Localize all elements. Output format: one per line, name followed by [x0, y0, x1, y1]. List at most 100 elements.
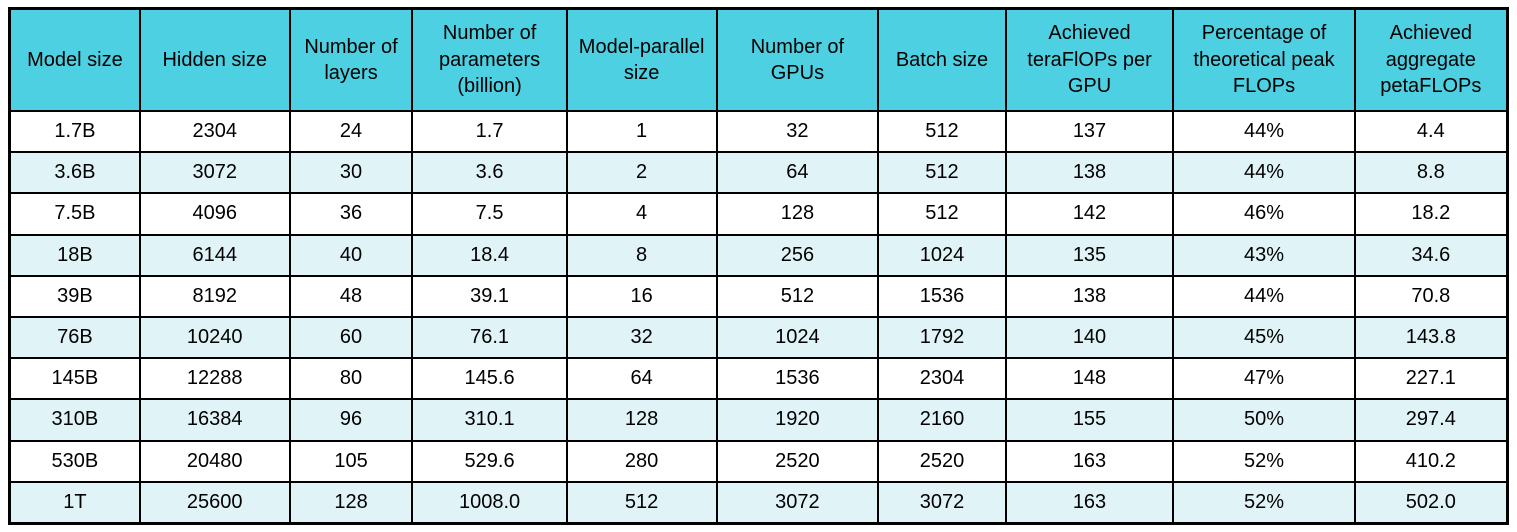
table-cell: 128 — [565, 398, 718, 442]
table-cell: 8192 — [138, 274, 291, 318]
table-cell: 6144 — [138, 233, 291, 277]
table-cell: 163 — [1004, 480, 1175, 525]
column-header-model-parallel-size: Model-parallel size — [565, 7, 718, 112]
table-row-530b: 530B 20480 105 529.6 280 2520 2520 163 5… — [8, 439, 1509, 483]
table-cell: 45% — [1172, 315, 1356, 360]
table-cell: 64 — [565, 357, 718, 401]
model-scaling-table: Model size Hidden size Number of layers … — [8, 7, 1509, 525]
table-cell: 227.1 — [1353, 357, 1509, 401]
table-cell: 8 — [565, 233, 718, 277]
column-header-batch-size: Batch size — [877, 7, 1007, 112]
column-header-number-of-parameters: Number of parameters (billion) — [411, 7, 568, 112]
table-cell: 3.6B — [8, 151, 141, 195]
table-cell: 2304 — [877, 357, 1007, 401]
table-cell: 1.7 — [411, 109, 568, 154]
table-cell: 128 — [288, 480, 414, 525]
table-cell: 3.6 — [411, 151, 568, 195]
table-cell: 2304 — [138, 109, 291, 154]
table-cell: 2520 — [715, 439, 880, 483]
table-cell: 143.8 — [1353, 315, 1509, 360]
table-cell: 1920 — [715, 398, 880, 442]
table-cell: 44% — [1172, 109, 1356, 154]
table-cell: 47% — [1172, 357, 1356, 401]
table-cell: 1008.0 — [411, 480, 568, 525]
table-cell: 502.0 — [1353, 480, 1509, 525]
table-cell: 18.4 — [411, 233, 568, 277]
table-cell: 530B — [8, 439, 141, 483]
table-cell: 52% — [1172, 480, 1356, 525]
table-cell: 1T — [8, 480, 141, 525]
table-cell: 18B — [8, 233, 141, 277]
column-header-number-of-gpus: Number of GPUs — [715, 7, 880, 112]
table-cell: 137 — [1004, 109, 1175, 154]
table-cell: 4 — [565, 192, 718, 236]
table-cell: 148 — [1004, 357, 1175, 401]
table-row-39b: 39B 8192 48 39.1 16 512 1536 138 44% 70.… — [8, 274, 1509, 318]
table-cell: 142 — [1004, 192, 1175, 236]
table-row-310b: 310B 16384 96 310.1 128 1920 2160 155 50… — [8, 398, 1509, 442]
table-cell: 163 — [1004, 439, 1175, 483]
table-cell: 4096 — [138, 192, 291, 236]
table-cell: 512 — [877, 151, 1007, 195]
table-cell: 105 — [288, 439, 414, 483]
table-cell: 44% — [1172, 151, 1356, 195]
table-cell: 1024 — [877, 233, 1007, 277]
table-cell: 2520 — [877, 439, 1007, 483]
table-cell: 1.7B — [8, 109, 141, 154]
column-header-hidden-size: Hidden size — [138, 7, 291, 112]
table-cell: 34.6 — [1353, 233, 1509, 277]
table-cell: 512 — [715, 274, 880, 318]
table-cell: 1792 — [877, 315, 1007, 360]
table-cell: 2160 — [877, 398, 1007, 442]
table-cell: 8.8 — [1353, 151, 1509, 195]
table-row-7-5b: 7.5B 4096 36 7.5 4 128 512 142 46% 18.2 — [8, 192, 1509, 236]
column-header-achieved-teraflops-per-gpu: Achieved teraFlOPs per GPU — [1004, 7, 1175, 112]
table-cell: 40 — [288, 233, 414, 277]
table-cell: 512 — [877, 109, 1007, 154]
table-cell: 20480 — [138, 439, 291, 483]
table-cell: 138 — [1004, 274, 1175, 318]
table-cell: 310B — [8, 398, 141, 442]
table-cell: 7.5 — [411, 192, 568, 236]
table-cell: 96 — [288, 398, 414, 442]
table-cell: 39.1 — [411, 274, 568, 318]
table-cell: 18.2 — [1353, 192, 1509, 236]
table-cell: 70.8 — [1353, 274, 1509, 318]
table-cell: 7.5B — [8, 192, 141, 236]
table-cell: 410.2 — [1353, 439, 1509, 483]
table-row-76b: 76B 10240 60 76.1 32 1024 1792 140 45% 1… — [8, 315, 1509, 360]
column-header-percentage-theoretical-peak-flops: Percentage of theoretical peak FLOPs — [1172, 7, 1356, 112]
table-cell: 3072 — [138, 151, 291, 195]
table-row-18b: 18B 6144 40 18.4 8 256 1024 135 43% 34.6 — [8, 233, 1509, 277]
table-cell: 297.4 — [1353, 398, 1509, 442]
table-cell: 140 — [1004, 315, 1175, 360]
table-cell: 155 — [1004, 398, 1175, 442]
table-cell: 60 — [288, 315, 414, 360]
table-cell: 32 — [565, 315, 718, 360]
table-cell: 16384 — [138, 398, 291, 442]
table-row-1-7b: 1.7B 2304 24 1.7 1 32 512 137 44% 4.4 — [8, 109, 1509, 154]
table-cell: 128 — [715, 192, 880, 236]
table-cell: 48 — [288, 274, 414, 318]
table-cell: 32 — [715, 109, 880, 154]
table-row-1t: 1T 25600 128 1008.0 512 3072 3072 163 52… — [8, 480, 1509, 525]
table-cell: 43% — [1172, 233, 1356, 277]
table-cell: 2 — [565, 151, 718, 195]
table-cell: 44% — [1172, 274, 1356, 318]
table-cell: 36 — [288, 192, 414, 236]
table-cell: 16 — [565, 274, 718, 318]
table-cell: 512 — [877, 192, 1007, 236]
table-cell: 25600 — [138, 480, 291, 525]
table-cell: 1536 — [877, 274, 1007, 318]
table-header-row: Model size Hidden size Number of layers … — [8, 7, 1509, 112]
table-cell: 1 — [565, 109, 718, 154]
table-cell: 135 — [1004, 233, 1175, 277]
table-cell: 76B — [8, 315, 141, 360]
table-cell: 512 — [565, 480, 718, 525]
table-cell: 256 — [715, 233, 880, 277]
table-cell: 3072 — [715, 480, 880, 525]
table-cell: 76.1 — [411, 315, 568, 360]
table-cell: 80 — [288, 357, 414, 401]
table-cell: 145B — [8, 357, 141, 401]
